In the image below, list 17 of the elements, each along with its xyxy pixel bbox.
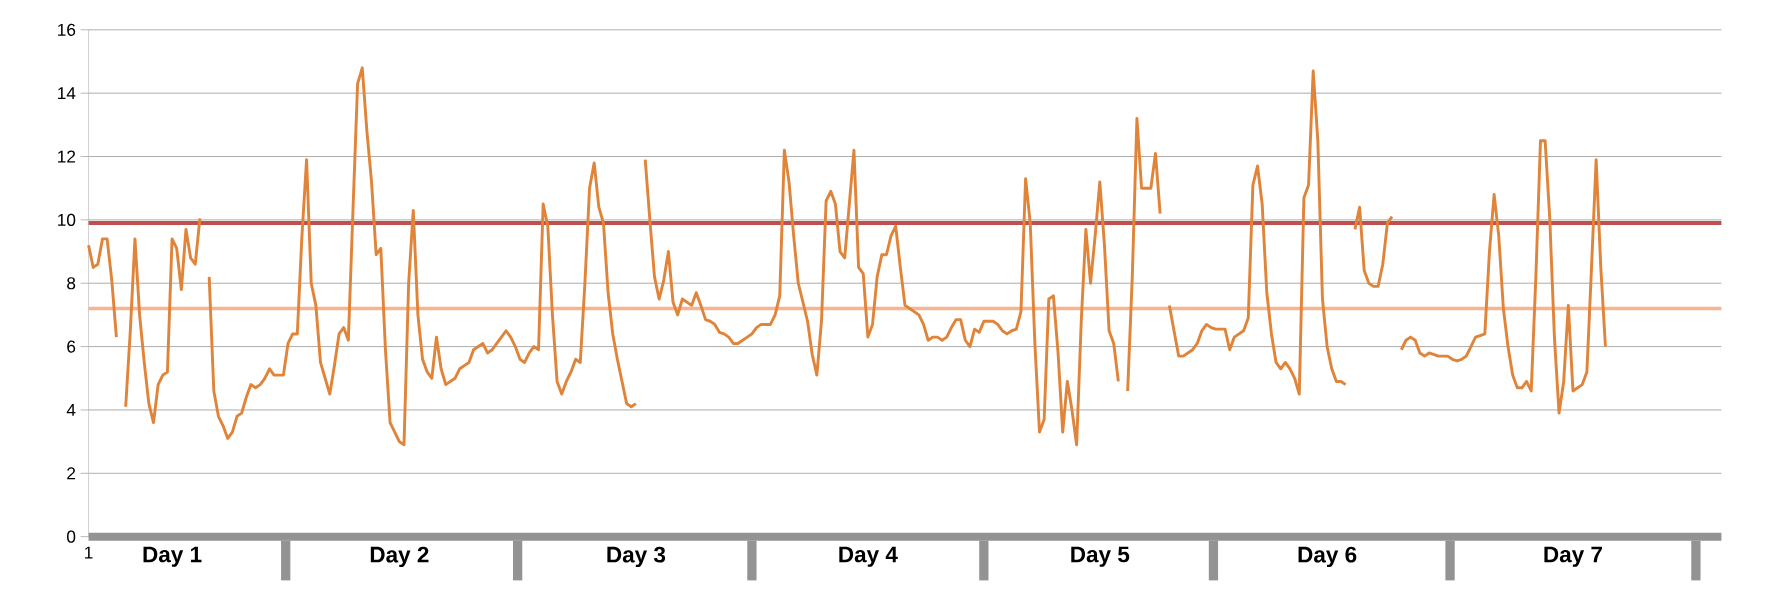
x-tick-label: 1 bbox=[85, 546, 93, 559]
y-tick-label: 12 bbox=[58, 150, 76, 163]
y-tick-label: 2 bbox=[67, 467, 76, 480]
x-tick-label: Day 6 bbox=[1298, 546, 1357, 567]
y-tick-label: 6 bbox=[67, 340, 76, 353]
y-tick-label: 10 bbox=[58, 213, 76, 226]
x-tick-label: Day 5 bbox=[1071, 546, 1130, 567]
y-tick-label: 0 bbox=[67, 530, 76, 543]
y-tick-label: 4 bbox=[66, 403, 76, 416]
x-tick-label: Day 3 bbox=[607, 546, 666, 567]
x-tick-label: Day 4 bbox=[839, 546, 898, 567]
y-tick-label: 14 bbox=[58, 87, 76, 99]
x-tick-label: Day 1 bbox=[143, 546, 202, 567]
y-tick-label: 16 bbox=[58, 23, 76, 36]
y-tick-label: 8 bbox=[67, 277, 76, 290]
x-tick-label: Day 7 bbox=[1544, 546, 1602, 567]
x-tick-label: Day 2 bbox=[370, 546, 429, 567]
